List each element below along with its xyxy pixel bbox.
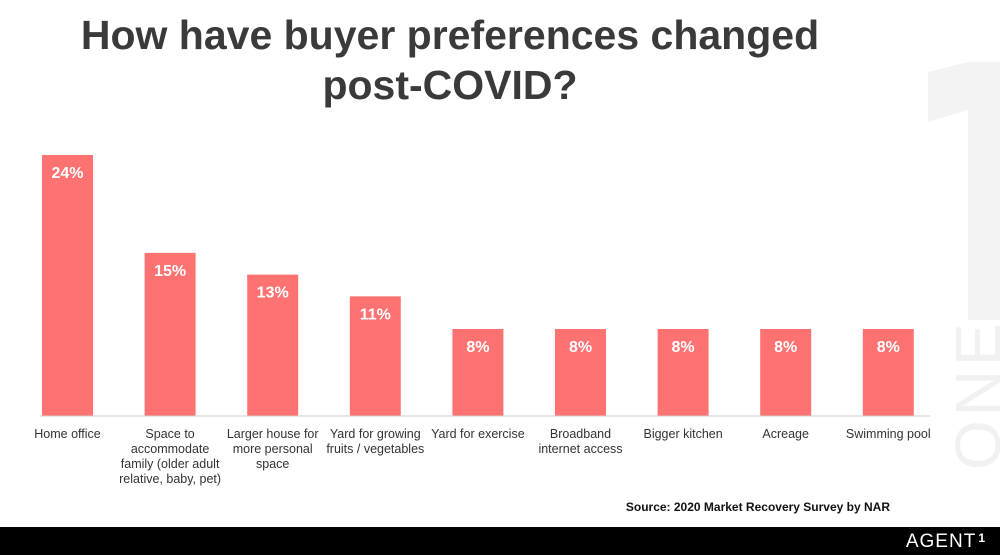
source-note: Source: 2020 Market Recovery Survey by N… — [625, 500, 890, 514]
category-label: Home office — [34, 427, 101, 441]
brand-logo: AGENT 1 — [906, 531, 986, 553]
brand-mark: 1 — [978, 531, 986, 545]
bar-8 — [760, 329, 812, 416]
bar-value-label: 8% — [466, 339, 489, 356]
bar-9 — [862, 329, 914, 416]
bar-3 — [247, 274, 299, 416]
bar-value-label: 8% — [877, 339, 900, 356]
bar-4 — [349, 296, 401, 416]
bar-value-label: 13% — [257, 285, 289, 302]
bar-5 — [452, 329, 504, 416]
bar-6 — [555, 329, 606, 416]
category-label: Bigger kitchen — [643, 427, 723, 441]
category-label: Space to accommodate family (older adult… — [119, 427, 222, 486]
bar-1 — [42, 155, 93, 416]
category-label: Yard for growing fruits / vegetables — [326, 427, 425, 456]
category-label: Larger house for more personal space — [226, 427, 319, 471]
footer-bar: AGENT 1 — [0, 527, 1000, 555]
bar-value-label: 11% — [360, 306, 391, 323]
bar-value-label: 8% — [774, 339, 797, 356]
bar-7 — [657, 329, 709, 416]
brand-name: AGENT — [905, 531, 977, 552]
bar-2 — [144, 252, 196, 416]
category-label: Acreage — [762, 427, 809, 441]
bar-value-label: 24% — [51, 165, 83, 182]
category-label: Broadband internet access — [538, 427, 623, 456]
bar-value-label: 8% — [672, 339, 695, 356]
category-label: Yard for exercise — [431, 427, 525, 441]
category-label: Swimming pool — [845, 427, 931, 441]
page-title: How have buyer preferences changed post-… — [80, 12, 820, 108]
bar-value-label: 15% — [154, 263, 186, 280]
bar-value-label: 8% — [569, 339, 592, 356]
